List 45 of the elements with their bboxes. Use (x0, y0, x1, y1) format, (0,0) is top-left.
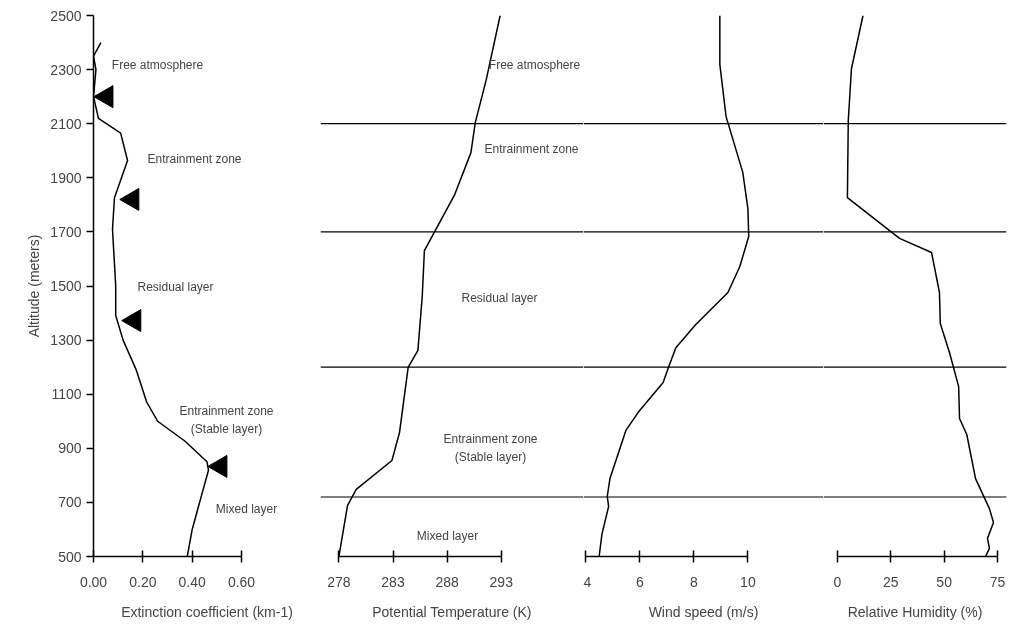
x-tick-label: 25 (882, 573, 899, 590)
y-tick-label: 1300 (50, 332, 82, 349)
y-tick-label: 1900 (50, 169, 82, 186)
point (121, 309, 142, 333)
x-axis-title: Relative Humidity (%) (847, 603, 983, 620)
x-tick-label: 293 (489, 573, 514, 590)
annotation: Residual layer (137, 279, 214, 294)
x-axis-title: Potential Temperature (K) (372, 603, 532, 620)
x-tick-label: 278 (327, 573, 351, 590)
x-tick-label: 0.40 (178, 573, 207, 590)
x-tick-label: 6 (636, 573, 645, 590)
y-tick-label: 1700 (50, 223, 82, 240)
x-tick-label: 4 (583, 573, 592, 590)
point (207, 454, 228, 478)
x-tick-label: 75 (989, 573, 1006, 590)
x-tick-label: 288 (435, 573, 460, 590)
point (93, 85, 114, 109)
x-axis-title: Wind speed (m/s) (648, 603, 759, 620)
annotation: Entrainment zone (Stable layer) (179, 403, 274, 436)
x-tick-label: 283 (381, 573, 405, 590)
point (119, 187, 140, 211)
x-tick-label: 8 (690, 573, 699, 590)
y-tick-label: 1100 (51, 386, 82, 403)
x-tick-label: 0.00 (79, 573, 108, 590)
annotation: Mixed layer (416, 528, 479, 543)
x-tick-label: 0.20 (129, 573, 157, 590)
y-tick-label: 2500 (50, 7, 82, 24)
y-tick-label: 900 (58, 440, 82, 457)
annotation: Entrainment zone (484, 141, 579, 156)
y-tick-label: 2100 (50, 115, 82, 132)
x-tick-label: 0 (833, 573, 842, 590)
annotation: Entrainment zone (Stable layer) (443, 431, 538, 464)
x-tick-label: 0.60 (227, 573, 256, 590)
y-tick-label: 500 (58, 548, 82, 565)
y-tick-label: 700 (58, 494, 82, 511)
annotation: Free atmosphere (111, 57, 204, 72)
x-tick-label: 10 (740, 573, 756, 590)
x-axis-title: Extinction coefficient (km-1) (121, 603, 293, 620)
y-tick-label: 2300 (50, 61, 82, 78)
annotation: Mixed layer (215, 501, 278, 516)
annotation: Entrainment zone (147, 151, 242, 166)
y-tick-label: 1500 (50, 278, 82, 294)
y-axis-title: Altitude (meters) (26, 234, 43, 338)
x-tick-label: 50 (936, 573, 953, 590)
annotation: Residual layer (461, 290, 538, 305)
